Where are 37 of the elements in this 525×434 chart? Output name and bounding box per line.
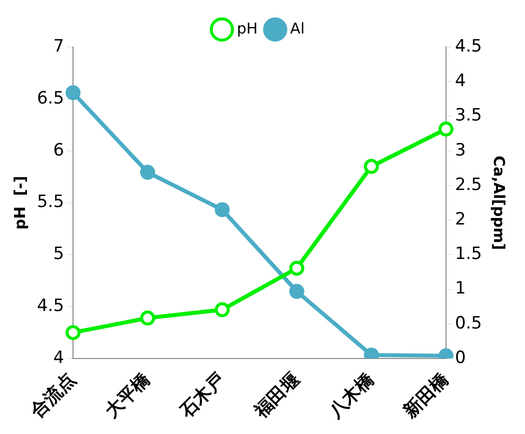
y2-tick-label: 4.5 xyxy=(454,36,482,56)
y2-tick-label: 3.5 xyxy=(454,106,482,126)
point xyxy=(140,310,156,326)
y-tick-label: 6 xyxy=(53,140,64,160)
x-tick-label: 八木橋 xyxy=(324,368,379,423)
legend-label: pH xyxy=(236,19,258,38)
point xyxy=(364,158,379,174)
x-tick-label: 合流点 xyxy=(26,369,80,423)
point xyxy=(289,260,304,276)
point xyxy=(289,284,304,299)
y-tick-label: 4.5 xyxy=(36,296,64,316)
point xyxy=(214,302,230,318)
y2-tick-label: 2.5 xyxy=(454,174,482,195)
y2-tick-label: 0.5 xyxy=(454,313,482,334)
y-tick-label: 4 xyxy=(53,348,64,368)
point xyxy=(438,122,454,137)
x-tick-label: 石木戸 xyxy=(175,369,230,423)
point xyxy=(140,164,156,180)
y-tick-label: 5.5 xyxy=(36,192,64,212)
y2-tick-label: 3 xyxy=(454,140,466,160)
y2-tick-label: 0 xyxy=(454,348,466,368)
y2-tick-label: 4 xyxy=(454,71,466,92)
x-tick-label: 新田橋 xyxy=(399,368,454,423)
y-tick-label: 5 xyxy=(53,244,64,264)
point xyxy=(66,325,81,340)
point xyxy=(214,202,230,218)
y2-tick-label: 1.5 xyxy=(454,244,482,264)
y2-axis-title: Ca,Al[ppm] xyxy=(490,156,508,250)
x-tick-label: 大平橋 xyxy=(100,368,156,423)
legend-label: Al xyxy=(290,19,305,38)
y2-tick-label: 2 xyxy=(454,210,466,230)
y2-tick-label: 1 xyxy=(454,278,466,299)
x-tick-label: 福田堰 xyxy=(250,369,304,423)
y-tick-label: 6.5 xyxy=(36,88,64,108)
point xyxy=(66,85,81,100)
y-tick-label: 7 xyxy=(53,36,64,56)
y-axis-title: pH [-] xyxy=(10,176,29,230)
